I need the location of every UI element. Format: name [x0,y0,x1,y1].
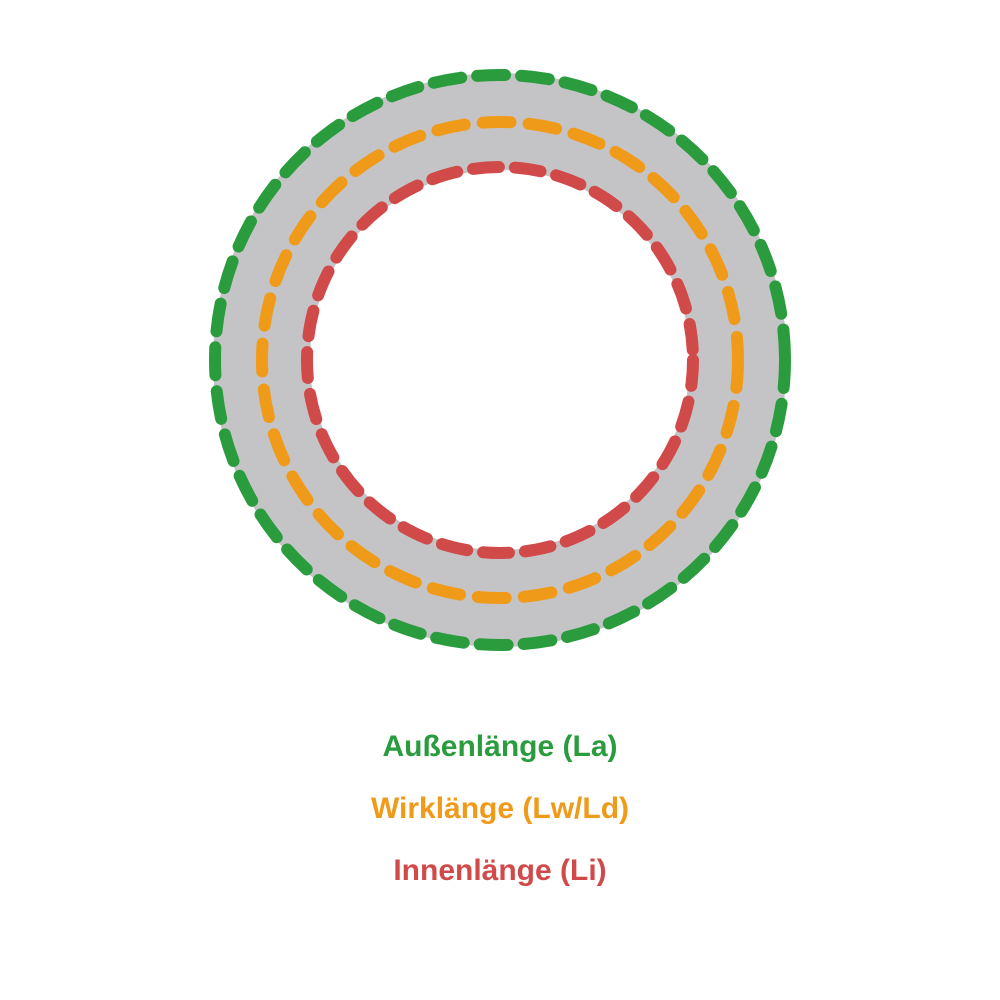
legend: Außenlänge (La) Wirklänge (Lw/Ld) Innenl… [371,730,629,888]
ring-diagram [0,0,1000,720]
middle-circle [262,122,738,598]
legend-item-middle: Wirklänge (Lw/Ld) [371,792,629,826]
ring-svg [0,0,1000,720]
legend-label-middle: Wirklänge (Lw/Ld) [371,792,629,825]
legend-label-inner: Innenlänge (Li) [393,854,606,887]
legend-item-outer: Außenlänge (La) [382,730,617,764]
legend-label-outer: Außenlänge (La) [382,730,617,763]
legend-item-inner: Innenlänge (Li) [393,854,606,888]
